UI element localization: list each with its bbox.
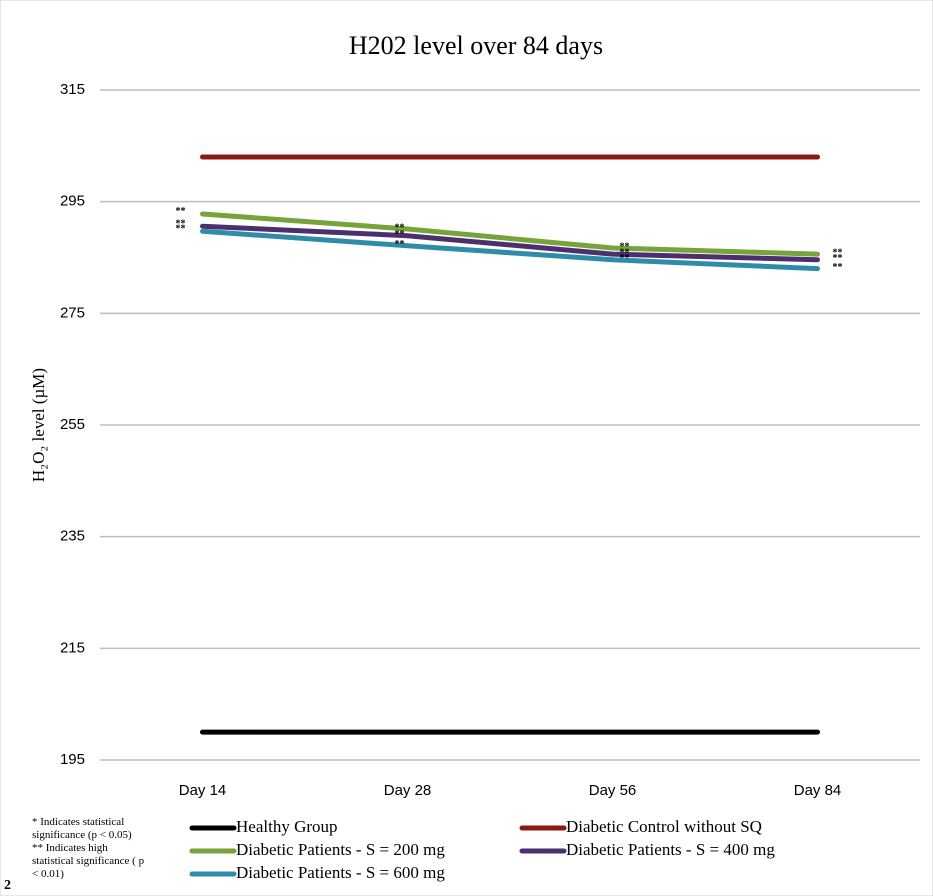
significance-marker: ** <box>395 222 405 233</box>
significance-marker: ** <box>620 247 630 258</box>
y-tick-label: 315 <box>60 81 85 98</box>
significance-marker: ** <box>176 224 186 235</box>
y-axis-label: H₂O₂ level (µM) <box>29 368 48 482</box>
legend-label: Diabetic Patients - S = 400 mg <box>566 840 775 859</box>
series-line <box>200 211 820 257</box>
chart-title: H202 level over 84 days <box>349 31 603 60</box>
x-tick-label: Day 28 <box>384 782 432 799</box>
y-tick-label: 195 <box>60 751 85 768</box>
significance-marker: ** <box>833 253 843 264</box>
x-tick-label: Day 14 <box>179 782 227 799</box>
significance-marker: ** <box>395 229 405 240</box>
legend-label: Diabetic Patients - S = 200 mg <box>236 840 445 859</box>
series-line <box>200 228 820 272</box>
figure-label: 2 <box>4 878 11 893</box>
significance-marker: ** <box>833 247 843 258</box>
legend-label: Diabetic Control without SQ <box>566 817 762 836</box>
y-tick-label: 295 <box>60 193 85 210</box>
y-tick-label: 275 <box>60 304 85 321</box>
y-tick-label: 215 <box>60 639 85 656</box>
x-tick-label: Day 84 <box>794 782 842 799</box>
significance-marker: ** <box>395 239 405 250</box>
significance-marker: ** <box>176 206 186 217</box>
significance-marker: ** <box>833 262 843 273</box>
significance-marker: ** <box>620 241 630 252</box>
y-tick-label: 255 <box>60 416 85 433</box>
significance-marker: ** <box>620 253 630 264</box>
y-tick-label: 235 <box>60 528 85 545</box>
legend-label: Diabetic Patients - S = 600 mg <box>236 863 445 882</box>
footnote: ** Indicates high statistical significanc… <box>32 842 145 880</box>
legend-label: Healthy Group <box>236 817 338 836</box>
series-line <box>200 223 820 263</box>
significance-marker: ** <box>176 219 186 230</box>
footnote: * Indicates statistical significance (p <… <box>32 816 132 841</box>
x-tick-label: Day 56 <box>589 782 637 799</box>
